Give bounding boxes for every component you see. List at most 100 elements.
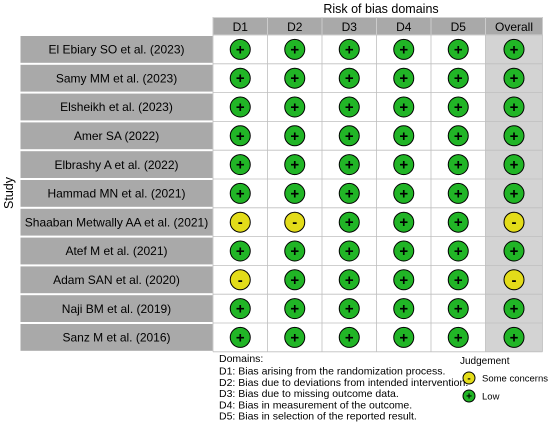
low-risk-marker <box>393 211 415 233</box>
judgement-symbol: + <box>345 70 354 87</box>
judgement-symbol: + <box>454 70 463 87</box>
judgement-symbol: + <box>345 185 354 202</box>
judgement-symbol: + <box>290 157 299 174</box>
judgement-symbol: + <box>510 41 519 58</box>
some-concerns-marker <box>284 211 306 233</box>
low-risk-marker <box>229 125 251 147</box>
judgement-symbol: + <box>510 243 519 260</box>
low-risk-marker <box>229 96 251 118</box>
judgement-legend-label: Low <box>482 392 500 403</box>
judgement-symbol: + <box>345 214 354 231</box>
low-risk-marker <box>229 154 251 176</box>
judgement-symbol: + <box>454 157 463 174</box>
low-risk-marker <box>393 269 415 291</box>
low-risk-marker <box>393 38 415 60</box>
study-label: Atef M et al. (2021) <box>65 244 167 258</box>
low-risk-marker <box>503 67 525 89</box>
low-risk-marker <box>447 240 469 262</box>
judgement-symbol: + <box>399 272 408 289</box>
domain-header-label: Overall <box>495 20 533 34</box>
low-risk-marker <box>338 38 360 60</box>
study-label: Sanz M et al. (2016) <box>62 331 170 345</box>
domain-legend: D1: Bias arising from the randomization … <box>219 366 468 423</box>
judgement-symbol: + <box>236 70 245 87</box>
judgement-symbol: + <box>399 70 408 87</box>
low-risk-marker <box>447 67 469 89</box>
judgement-symbol: + <box>290 272 299 289</box>
low-risk-marker <box>447 269 469 291</box>
judgement-symbol: + <box>399 214 408 231</box>
low-risk-marker <box>284 269 306 291</box>
judgement-symbol: - <box>238 272 243 289</box>
judgement-symbol: + <box>236 41 245 58</box>
judgement-symbol: + <box>399 157 408 174</box>
judgement-symbol: + <box>454 301 463 318</box>
judgement-legend-title: Judgement <box>460 356 510 367</box>
low-risk-marker <box>284 326 306 348</box>
judgement-symbol: - <box>512 214 517 231</box>
judgement-symbol: + <box>454 214 463 231</box>
judgement-symbol: + <box>345 128 354 145</box>
low-risk-marker <box>338 240 360 262</box>
judgement-symbol: + <box>454 99 463 116</box>
study-label: Adam SAN et al. (2020) <box>53 273 180 287</box>
low-risk-marker <box>229 67 251 89</box>
judgement-symbol: + <box>399 185 408 202</box>
judgement-symbol: + <box>399 329 408 346</box>
domain-header-label: D3 <box>342 20 358 34</box>
some-concerns-marker <box>503 211 525 233</box>
low-risk-marker <box>447 38 469 60</box>
low-risk-marker <box>229 298 251 320</box>
low-risk-marker <box>229 326 251 348</box>
some-concerns-marker <box>503 269 525 291</box>
judgement-symbol: + <box>290 70 299 87</box>
judgement-symbol: + <box>510 185 519 202</box>
judgement-symbol: + <box>454 185 463 202</box>
low-risk-marker <box>338 326 360 348</box>
judgement-legend-symbol: + <box>466 392 472 403</box>
study-label-cell <box>19 294 214 324</box>
low-risk-marker <box>338 125 360 147</box>
domain-header-label: D4 <box>396 20 412 34</box>
low-risk-marker <box>503 96 525 118</box>
domain-header-label: D2 <box>287 20 303 34</box>
judgement-legend-label: Some concerns <box>482 374 548 385</box>
low-risk-marker <box>284 154 306 176</box>
judgement-symbol: - <box>238 214 243 231</box>
judgement-symbol: + <box>236 301 245 318</box>
low-risk-marker <box>503 154 525 176</box>
low-risk-marker <box>503 38 525 60</box>
low-risk-marker <box>393 67 415 89</box>
low-risk-marker <box>447 125 469 147</box>
low-risk-marker <box>393 326 415 348</box>
judgement-symbol: + <box>290 185 299 202</box>
judgement-symbol: + <box>290 301 299 318</box>
domain-legend-item: D3: Bias due to missing outcome data. <box>219 388 399 400</box>
low-risk-marker <box>284 240 306 262</box>
study-label-cell <box>19 150 214 179</box>
low-risk-marker <box>393 96 415 118</box>
study-label-cell <box>19 265 214 295</box>
judgement-symbol: + <box>454 243 463 260</box>
low-risk-marker <box>284 38 306 60</box>
study-label: Amer SA (2022) <box>74 129 159 143</box>
judgement-symbol: + <box>236 157 245 174</box>
study-label: El Ebiary SO et al. (2023) <box>48 43 184 57</box>
judgement-symbol: + <box>510 99 519 116</box>
judgement-symbol: + <box>454 41 463 58</box>
study-label: Hammad MN et al. (2021) <box>47 187 185 201</box>
low-risk-marker <box>338 211 360 233</box>
judgement-symbol: + <box>345 243 354 260</box>
judgement-legend: - Some concerns + Low <box>462 371 548 403</box>
domain-header-label: D5 <box>451 20 467 34</box>
judgement-symbol: + <box>290 41 299 58</box>
low-risk-marker <box>284 67 306 89</box>
judgement-symbol: + <box>399 99 408 116</box>
judgement-symbol: + <box>399 301 408 318</box>
judgement-symbol: + <box>399 41 408 58</box>
low-risk-marker <box>284 96 306 118</box>
domain-header-label: D1 <box>233 20 249 34</box>
domain-legend-item: D4: Bias in measurement of the outcome. <box>219 399 412 411</box>
judgement-symbol: + <box>236 243 245 260</box>
domain-legend-item: D2: Bias due to deviations from intended… <box>219 377 468 389</box>
